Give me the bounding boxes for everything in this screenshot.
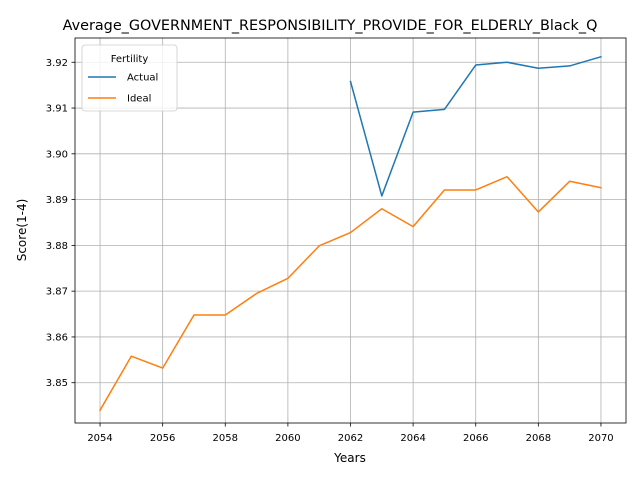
legend: Fertility Actual Ideal xyxy=(81,44,178,112)
y-tick-label: 3.86 xyxy=(46,332,68,343)
x-tick-label: 2066 xyxy=(463,433,488,444)
y-tick-label: 3.92 xyxy=(46,58,68,69)
legend-label-actual: Actual xyxy=(127,73,158,84)
x-tick-label: 2054 xyxy=(87,433,112,444)
y-axis: 3.85 3.86 3.87 3.88 3.89 3.90 3.91 3.92 xyxy=(46,58,75,389)
series-line-ideal xyxy=(99,175,602,412)
y-tick-label: 3.89 xyxy=(46,195,68,206)
y-tick-label: 3.87 xyxy=(46,287,68,298)
x-tick-label: 2056 xyxy=(150,433,175,444)
legend-label-ideal: Ideal xyxy=(127,94,151,105)
chart-title: Average_GOVERNMENT_RESPONSIBILITY_PROVID… xyxy=(63,18,598,34)
series-lines xyxy=(99,55,602,412)
y-tick-label: 3.91 xyxy=(46,104,68,115)
x-axis-label: Years xyxy=(333,451,366,465)
x-tick-label: 2060 xyxy=(275,433,300,444)
y-tick-label: 3.90 xyxy=(46,149,68,160)
x-tick-label: 2070 xyxy=(588,433,613,444)
y-axis-label: Score(1-4) xyxy=(15,199,29,262)
y-tick-label: 3.85 xyxy=(46,378,68,389)
legend-title: Fertility xyxy=(111,54,149,65)
x-axis: 2054 2056 2058 2060 2062 2064 2066 2068 2070 xyxy=(87,423,614,444)
x-tick-label: 2064 xyxy=(400,433,425,444)
y-tick-label: 3.88 xyxy=(46,241,68,252)
x-tick-label: 2058 xyxy=(213,433,238,444)
grid xyxy=(75,38,626,423)
x-tick-label: 2062 xyxy=(338,433,363,444)
legend-box xyxy=(81,44,178,112)
series-line-actual xyxy=(349,55,602,197)
x-tick-label: 2068 xyxy=(526,433,551,444)
